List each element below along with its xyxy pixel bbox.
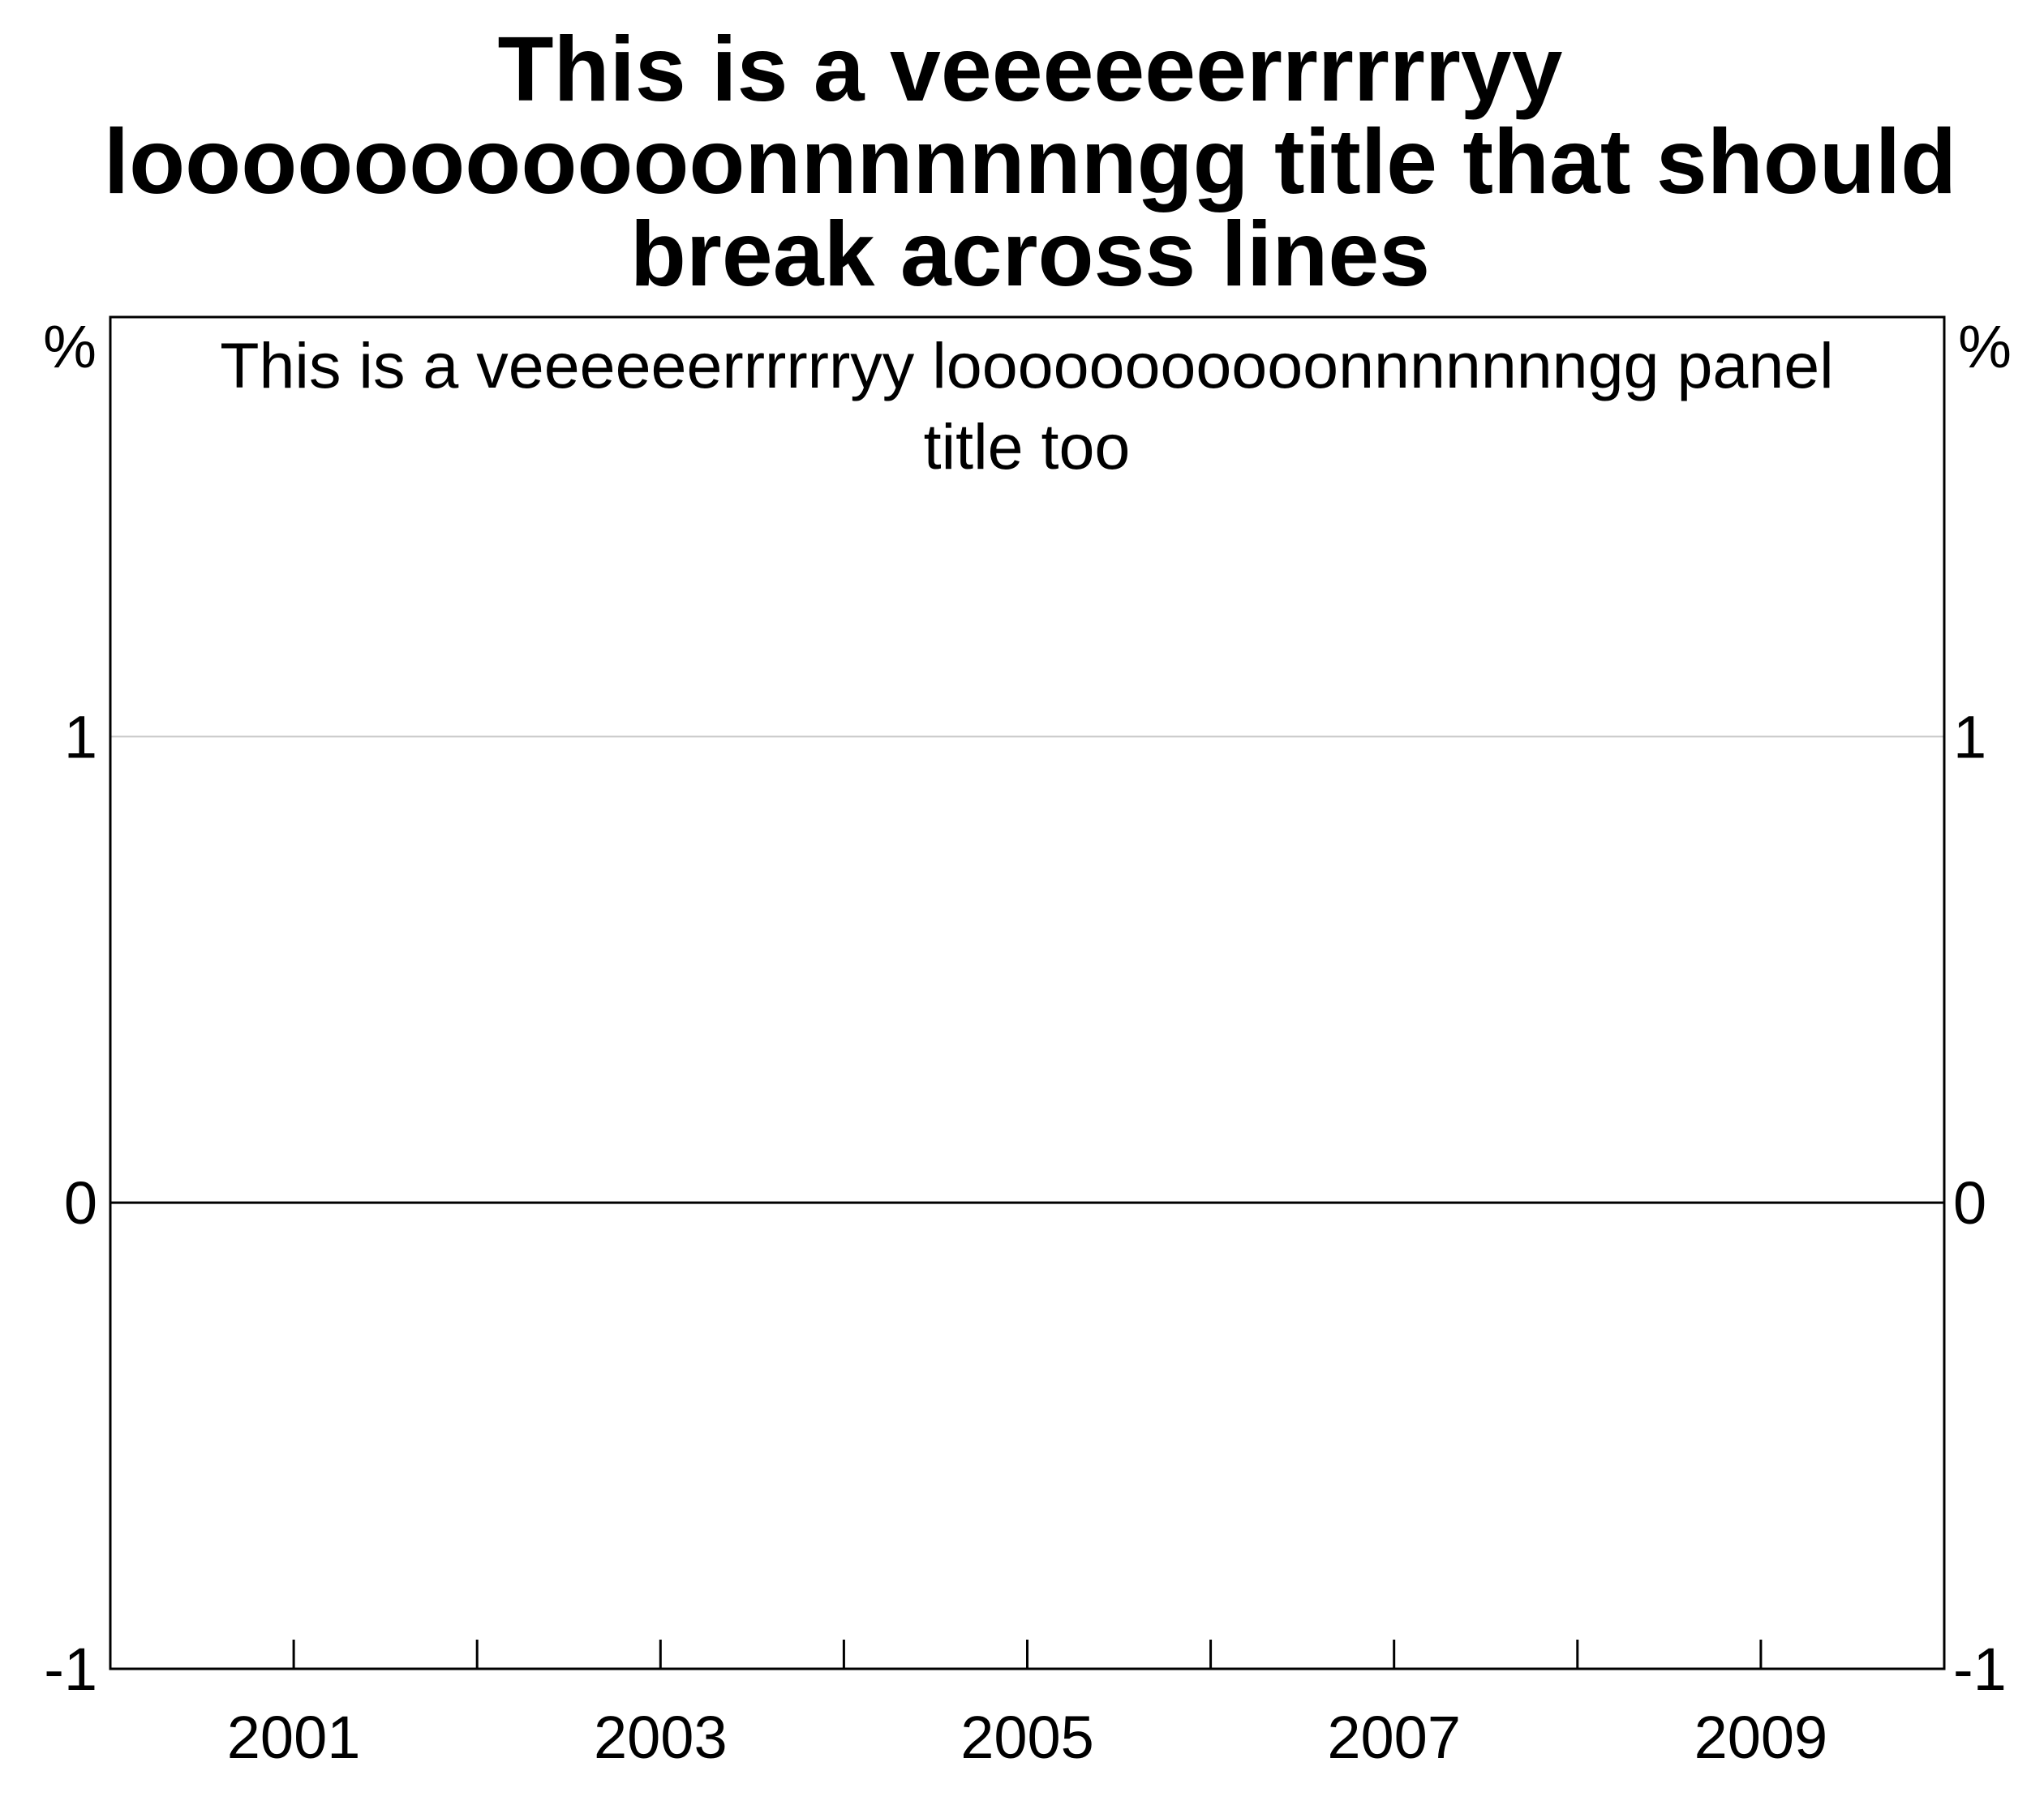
y-tick-label-right: 0 <box>1953 1169 1986 1237</box>
x-axis-ticks <box>292 1640 1763 1669</box>
panel-title-line-1: This is a veeeeeerrrrrryy looooooooooonn… <box>220 329 1834 401</box>
y-tick-label-right: 1 <box>1953 703 1986 770</box>
y-tick-label-right: -1 <box>1953 1636 2007 1703</box>
y-axis-left-labels: -1 0 1 <box>44 703 97 1703</box>
y-axis-unit-right: % <box>1958 313 2012 380</box>
main-title-line-2: looooooooooonnnnnnngg title that should <box>104 110 1956 212</box>
x-tick-label: 2009 <box>1694 1704 1828 1771</box>
y-tick-label-left: 0 <box>64 1169 97 1237</box>
main-title: This is a veeeeeerrrrrryy looooooooooonn… <box>104 18 1956 305</box>
x-axis-labels: 2001 2003 2005 2007 2009 <box>227 1704 1827 1771</box>
x-tick-label: 2007 <box>1327 1704 1461 1771</box>
plot-area <box>109 315 1946 1670</box>
y-axis-unit-left: % <box>43 313 97 380</box>
main-title-line-3: break across lines <box>630 203 1430 305</box>
y-tick-label-left: 1 <box>64 703 97 770</box>
x-tick-label: 2001 <box>227 1704 361 1771</box>
y-axis-right-labels: -1 0 1 <box>1953 703 2007 1703</box>
x-tick-label: 2003 <box>594 1704 728 1771</box>
y-tick-label-left: -1 <box>44 1636 97 1703</box>
plot-frame <box>109 315 1946 1670</box>
panel-title: This is a veeeeeerrrrrryy looooooooooonn… <box>220 329 1834 482</box>
x-tick-label: 2005 <box>960 1704 1094 1771</box>
panel-title-line-2: title too <box>924 410 1131 482</box>
main-title-line-1: This is a veeeeeerrrrrryy <box>497 18 1562 120</box>
